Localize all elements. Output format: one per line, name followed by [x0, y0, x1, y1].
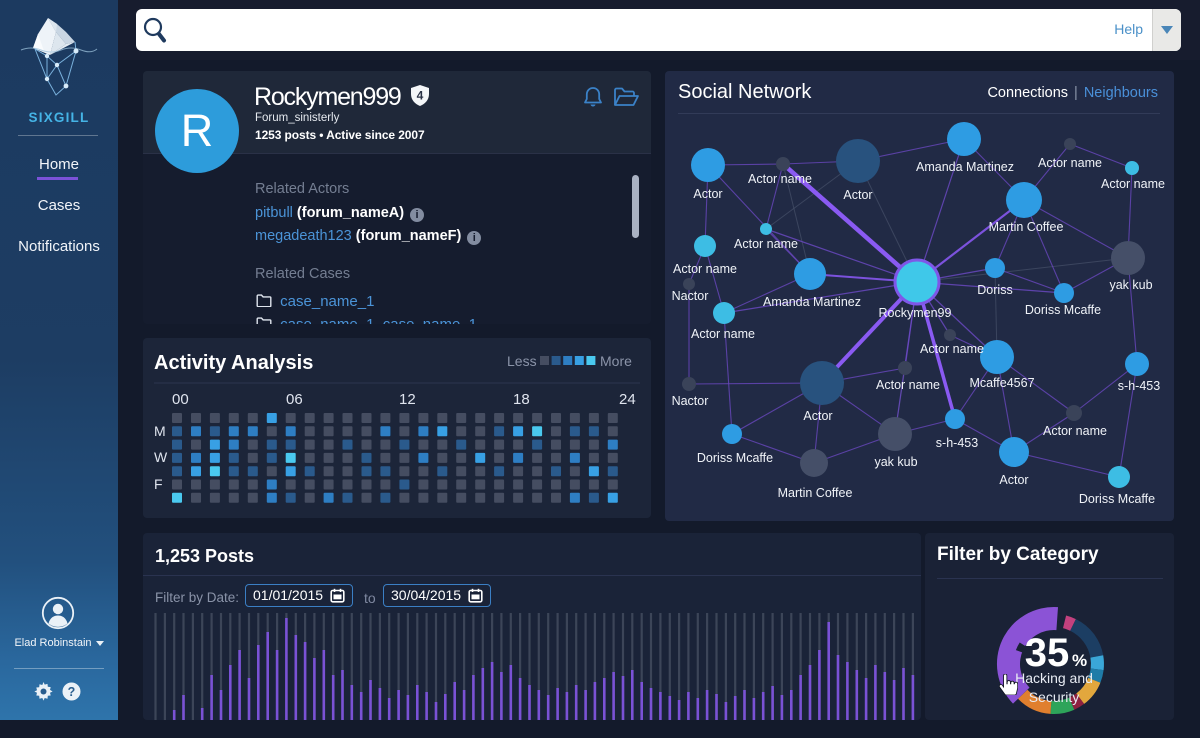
- svg-text:Actor name: Actor name: [673, 262, 737, 276]
- svg-text:Actor: Actor: [803, 409, 832, 423]
- svg-text:Nactor: Nactor: [672, 394, 709, 408]
- svg-text:12: 12: [399, 391, 416, 408]
- svg-text:Martin Coffee: Martin Coffee: [778, 486, 853, 500]
- svg-text:4: 4: [417, 89, 424, 103]
- svg-text:Actor name: Actor name: [1038, 156, 1102, 170]
- svg-text:Actor name: Actor name: [920, 342, 984, 356]
- svg-text:M: M: [154, 423, 166, 439]
- svg-text:s-h-453: s-h-453: [936, 436, 978, 450]
- svg-text:Doriss Mcaffe: Doriss Mcaffe: [1079, 492, 1155, 506]
- svg-text:Actor: Actor: [843, 188, 872, 202]
- svg-text:Rockymen99: Rockymen99: [879, 306, 952, 320]
- svg-text:yak kub: yak kub: [874, 455, 917, 469]
- svg-text:Mcaffe4567: Mcaffe4567: [969, 376, 1034, 390]
- svg-text:Actor name: Actor name: [876, 378, 940, 392]
- svg-text:00: 00: [172, 391, 189, 408]
- svg-text:Doriss: Doriss: [977, 283, 1012, 297]
- svg-text:Martin Coffee: Martin Coffee: [989, 220, 1064, 234]
- svg-text:Nactor: Nactor: [672, 289, 709, 303]
- svg-text:Actor: Actor: [693, 187, 722, 201]
- svg-text:More: More: [600, 353, 632, 369]
- svg-text:Amanda Martinez: Amanda Martinez: [916, 160, 1014, 174]
- svg-text:Actor name: Actor name: [691, 327, 755, 341]
- svg-text:18: 18: [513, 391, 530, 408]
- svg-text:Actor: Actor: [999, 473, 1028, 487]
- svg-text:s-h-453: s-h-453: [1118, 379, 1160, 393]
- svg-text:06: 06: [286, 391, 303, 408]
- svg-text:Less: Less: [507, 353, 537, 369]
- svg-text:Actor name: Actor name: [1043, 424, 1107, 438]
- svg-text:Actor name: Actor name: [748, 172, 812, 186]
- svg-text:Hacking and: Hacking and: [1015, 670, 1093, 686]
- svg-text:Amanda Martinez: Amanda Martinez: [763, 295, 861, 309]
- svg-text:?: ?: [68, 685, 76, 699]
- svg-text:Doriss Mcaffe: Doriss Mcaffe: [697, 451, 773, 465]
- svg-text:Doriss Mcaffe: Doriss Mcaffe: [1025, 303, 1101, 317]
- svg-text:yak kub: yak kub: [1109, 278, 1152, 292]
- svg-text:24: 24: [619, 391, 636, 408]
- svg-text:35: 35: [1025, 631, 1070, 675]
- svg-text:F: F: [154, 476, 163, 492]
- svg-text:Activity Analysis: Activity Analysis: [154, 352, 313, 374]
- svg-text:Security: Security: [1029, 689, 1080, 705]
- svg-text:Actor name: Actor name: [1101, 177, 1165, 191]
- svg-text:W: W: [154, 449, 168, 465]
- svg-text:Actor name: Actor name: [734, 237, 798, 251]
- svg-text:%: %: [1072, 651, 1087, 670]
